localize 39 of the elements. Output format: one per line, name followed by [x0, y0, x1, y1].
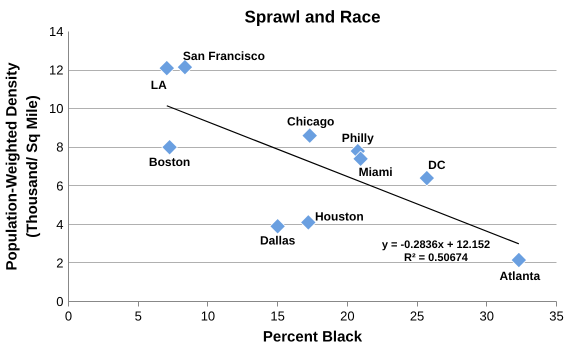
- point: [161, 139, 178, 156]
- point: [158, 60, 175, 76]
- annotation: Atlanta: [500, 269, 541, 284]
- y-tick-label: 14: [49, 24, 64, 39]
- x-tick-label: 20: [340, 308, 355, 324]
- x-axis-title: Percent Black: [262, 328, 363, 346]
- annotation: Dallas: [260, 233, 296, 248]
- y-tick-label: 10: [49, 101, 64, 116]
- point: [302, 127, 318, 144]
- point: [510, 252, 528, 268]
- annotation: Chicago: [287, 114, 334, 129]
- annotation: Houston: [314, 209, 364, 224]
- y-tick-label: 12: [49, 62, 64, 78]
- annotation: Philly: [342, 131, 374, 146]
- point: [269, 218, 286, 234]
- y-tick-label: 0: [56, 294, 64, 309]
- annotation: R² = 0.50674: [404, 252, 469, 264]
- x-tick-label: 10: [200, 308, 216, 324]
- x-tick-label: 35: [549, 308, 564, 324]
- annotation: y = -0.2836x + 12.152: [382, 238, 490, 251]
- annotation: Boston: [148, 155, 190, 170]
- x-tick-label: 15: [270, 308, 285, 324]
- chart-title: Sprawl and Race: [244, 8, 381, 26]
- y-tick-label: 2: [56, 255, 64, 270]
- point: [300, 214, 316, 231]
- point: [352, 150, 369, 167]
- x-tick-label: 25: [410, 308, 424, 324]
- annotation: Miami: [358, 164, 393, 179]
- y-tick-label: 6: [56, 178, 64, 194]
- annotation: San Francisco: [182, 49, 265, 64]
- annotation: DC: [428, 158, 446, 172]
- x-tick-label: 5: [134, 308, 142, 324]
- y-tick-label: 8: [56, 140, 64, 155]
- y-tick-label: 4: [56, 216, 64, 232]
- x-tick-label: 30: [480, 308, 494, 324]
- annotation: LA: [150, 78, 168, 92]
- y-axis-title: Population-Weighted Density (Thousand/ Sq Mile): [4, 62, 42, 271]
- point: [176, 59, 194, 76]
- point: [418, 170, 436, 186]
